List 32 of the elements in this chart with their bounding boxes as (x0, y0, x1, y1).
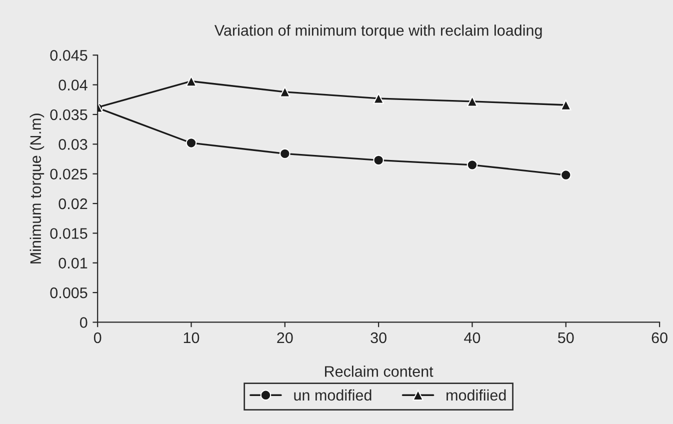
y-tick-label: 0.04 (58, 80, 88, 90)
legend-label: un modified (294, 389, 372, 401)
x-tick-label: 0 (94, 332, 102, 344)
point (280, 86, 290, 98)
y-axis-title: Minimum torque (N.m) (30, 114, 44, 264)
point (373, 93, 384, 104)
point (373, 154, 384, 166)
y-tick-label: 0.015 (50, 228, 88, 239)
y-tick-label: 0.01 (58, 258, 88, 269)
y-tick-label: 0.02 (58, 198, 88, 210)
point (280, 148, 290, 160)
point (560, 100, 572, 110)
y-tick-label: 0.005 (50, 287, 88, 298)
legend-label: modifiied (446, 389, 506, 401)
point (560, 170, 572, 180)
y-tick-label: 0.045 (50, 50, 88, 61)
y-tick-label: 0.025 (50, 168, 88, 180)
chart-title: Variation of minimum torque with reclaim loading (214, 24, 542, 39)
point (466, 160, 478, 170)
point (186, 76, 197, 87)
x-tick-label: 30 (370, 332, 386, 344)
x-tick-label: 10 (184, 332, 200, 344)
y-tick-label: 0.03 (58, 139, 88, 150)
point (466, 96, 478, 107)
x-tick-label: 60 (652, 332, 668, 344)
x-tick-label: 20 (277, 332, 293, 344)
y-tick-label: 0.035 (50, 109, 88, 120)
y-tick-label: 0 (80, 317, 88, 328)
x-tick-label: 50 (558, 332, 574, 344)
x-axis-title: Reclaim content (325, 366, 434, 377)
x-tick-label: 40 (464, 332, 480, 344)
point (186, 138, 197, 148)
